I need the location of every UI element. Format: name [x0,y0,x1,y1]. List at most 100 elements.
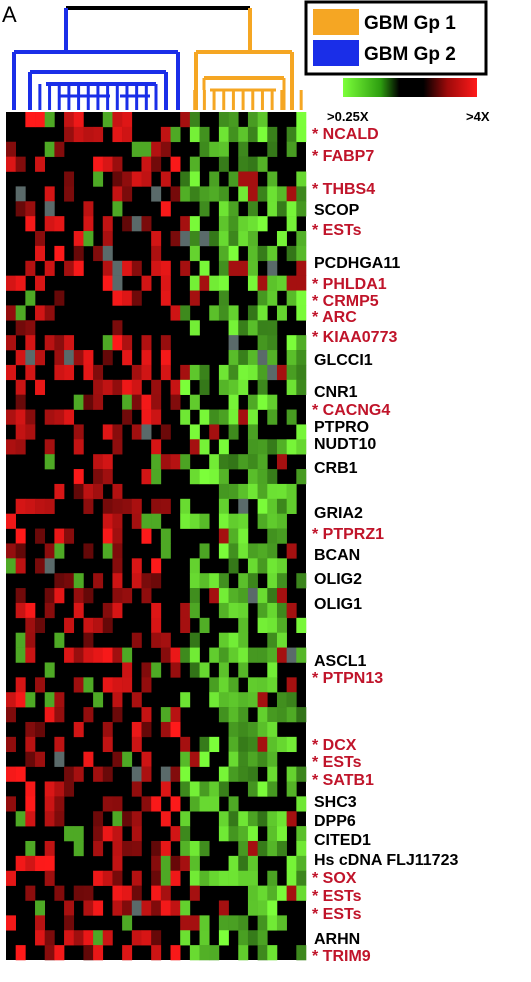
heatmap-cell [247,573,258,589]
heatmap-cell [131,513,142,529]
heatmap-cell [228,231,239,247]
heatmap-cell [257,647,268,663]
heatmap-cell [93,573,104,589]
heatmap-cell [6,364,16,381]
heatmap-cell [160,350,171,366]
heatmap-cell [267,469,278,485]
heatmap-cell [73,245,84,262]
heatmap-cell [286,245,297,262]
heatmap-cell [296,350,307,366]
gene-labels: * NCALD * FABP7 * THBS4 SCOP * ESTs PCDHGA11 *… [312,126,458,965]
heatmap-cell [247,840,258,857]
heatmap-cell [112,126,123,143]
gene-label: NUDT10 [314,436,376,453]
heatmap-cell [25,216,36,232]
heatmap-cell [218,364,229,381]
heatmap-cell [199,364,210,381]
heatmap-cell [54,707,65,723]
heatmap-cell [189,126,200,143]
heatmap-cell [141,707,152,723]
heatmap-cell [218,930,229,946]
heatmap-cell [6,141,16,157]
heatmap-cell [15,811,26,827]
heatmap-cell [238,454,249,470]
heatmap-cell [199,840,210,857]
heatmap-cell [151,900,162,916]
heatmap-cell [209,305,220,321]
heatmap-cell [189,558,200,574]
heatmap-cell [247,781,258,797]
heatmap-cell [44,588,55,604]
heatmap-cell [218,201,229,217]
heatmap-cell [286,126,297,143]
heatmap-cell [25,647,36,663]
heatmap-cell [83,900,94,916]
heatmap-cell [238,156,249,172]
heatmap-cell [73,260,84,276]
heatmap-cell [247,350,258,366]
heatmap-cell [112,156,123,172]
heatmap-cell [160,498,171,514]
heatmap-cell [276,201,287,217]
heatmap-cell [151,439,162,455]
heatmap-cell [218,573,229,589]
heatmap-cell [44,781,55,797]
heatmap-cell [286,275,297,291]
heatmap-cell [276,439,287,455]
heatmap-cell [218,528,229,544]
heatmap-cell [122,350,133,366]
heatmap-cell [112,498,123,514]
heatmap-cell [296,260,307,276]
heatmap-cell [189,231,200,247]
heatmap-cell [247,647,258,663]
heatmap-cell [267,602,278,619]
heatmap-cell [267,721,278,738]
heatmap-cell [218,677,229,693]
heatmap-cell [286,201,297,217]
heatmap-cell [151,602,162,619]
heatmap-cell [286,543,297,559]
heatmap-cell [122,186,133,202]
scale-max-label: >4X [466,109,490,124]
heatmap-cell [160,171,171,187]
heatmap-cell [151,231,162,247]
heatmap-cell [267,513,278,529]
heatmap-cell [286,350,297,366]
heatmap-cell [276,692,287,708]
color-scale-bar [343,78,477,97]
heatmap-cell [25,721,36,738]
heatmap-cell [228,558,239,574]
heatmap-cell [64,126,75,143]
heatmap-cell [151,617,162,633]
heatmap-cell [170,945,181,961]
heatmap-cell [112,335,123,351]
heatmap-cell [102,216,113,232]
heatmap-cell [267,260,278,276]
heatmap-cell [228,543,239,559]
heatmap-cell [257,469,268,485]
heatmap-cell [170,186,181,202]
heatmap-cell [102,498,113,514]
heatmap-cell [151,558,162,574]
heatmap-cell [160,721,171,738]
heatmap-cell [238,647,249,663]
heatmap-cell [122,915,133,931]
heatmap-cell [170,826,181,842]
heatmap-cell [257,736,268,753]
heatmap-cell [112,171,123,187]
heatmap-cell [257,900,268,916]
heatmap-cell [112,543,123,559]
heatmap-cell [257,439,268,455]
heatmap-cell [218,275,229,291]
heatmap-cell [218,826,229,842]
heatmap-cell [218,216,229,232]
heatmap-cell [170,662,181,678]
heatmap-cell [122,379,133,395]
heatmap-cell [44,692,55,708]
heatmap-cell [25,692,36,708]
heatmap-cell [180,260,191,276]
heatmap-cell [238,662,249,678]
heatmap-cell [238,141,249,157]
heatmap-cell [151,930,162,946]
heatmap-cell [257,543,268,559]
